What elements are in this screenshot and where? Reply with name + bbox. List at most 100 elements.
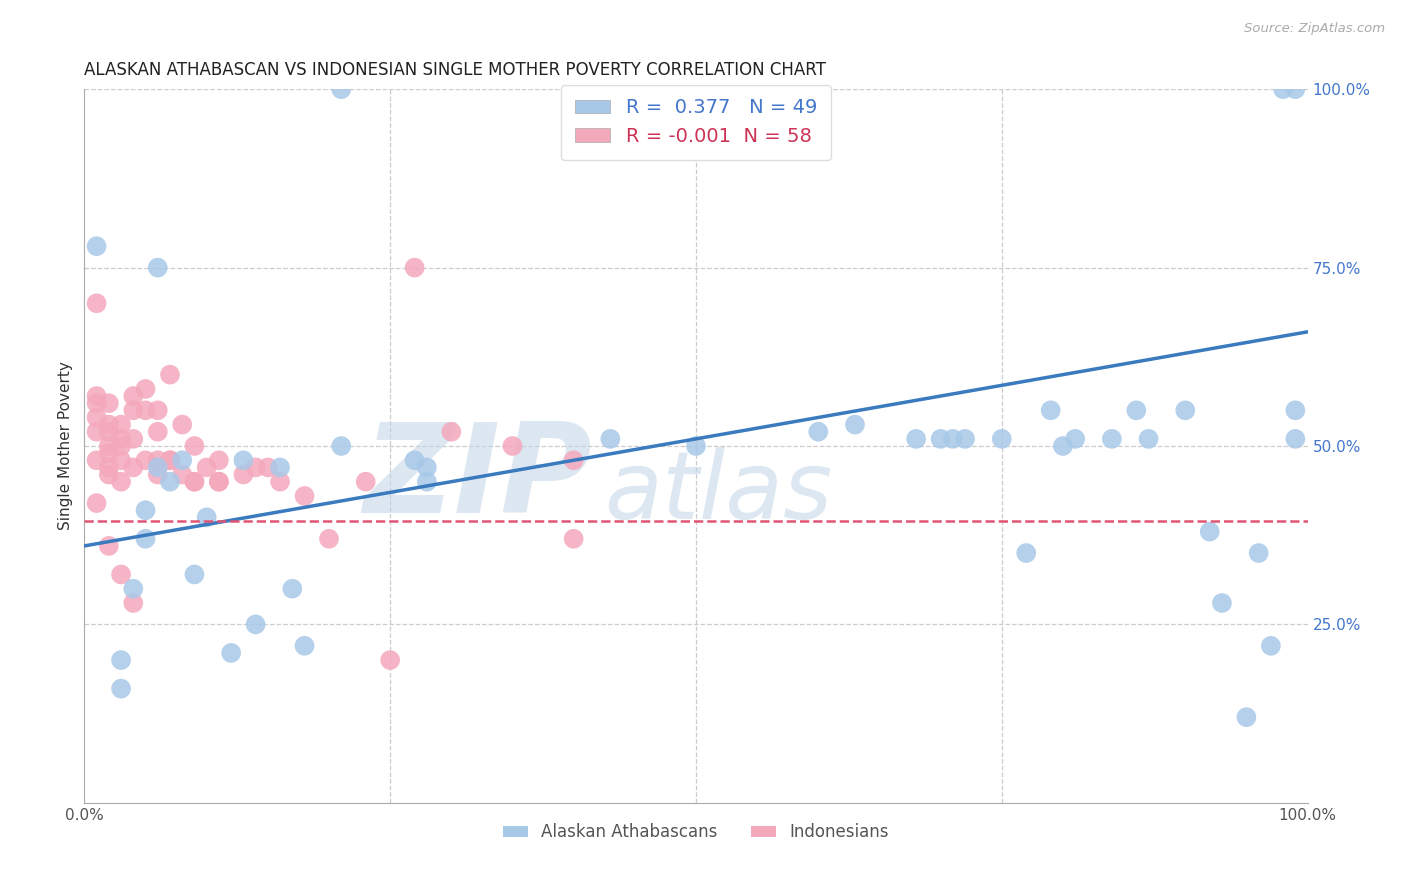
- Point: [110, 681, 132, 696]
- Point: [562, 532, 585, 546]
- Point: [110, 475, 132, 489]
- Point: [122, 403, 145, 417]
- Point: [269, 460, 291, 475]
- Point: [146, 260, 169, 275]
- Point: [195, 510, 218, 524]
- Point: [110, 432, 132, 446]
- Point: [146, 425, 169, 439]
- Point: [294, 639, 316, 653]
- Point: [685, 439, 707, 453]
- Point: [1101, 432, 1123, 446]
- Point: [330, 439, 353, 453]
- Point: [807, 425, 830, 439]
- Text: ALASKAN ATHABASCAN VS INDONESIAN SINGLE MOTHER POVERTY CORRELATION CHART: ALASKAN ATHABASCAN VS INDONESIAN SINGLE …: [84, 62, 827, 79]
- Point: [135, 382, 157, 396]
- Point: [232, 467, 254, 482]
- Text: atlas: atlas: [605, 447, 832, 538]
- Point: [281, 582, 304, 596]
- Point: [159, 368, 181, 382]
- Point: [318, 532, 340, 546]
- Point: [1236, 710, 1258, 724]
- Point: [110, 653, 132, 667]
- Point: [86, 396, 108, 410]
- Point: [146, 467, 169, 482]
- Point: [183, 475, 205, 489]
- Point: [1211, 596, 1233, 610]
- Point: [122, 582, 145, 596]
- Point: [269, 475, 291, 489]
- Point: [110, 439, 132, 453]
- Point: [172, 417, 194, 432]
- Point: [122, 596, 145, 610]
- Point: [354, 475, 377, 489]
- Point: [97, 396, 120, 410]
- Point: [135, 453, 157, 467]
- Point: [135, 503, 157, 517]
- Point: [1284, 432, 1306, 446]
- Point: [1137, 432, 1160, 446]
- Point: [1039, 403, 1062, 417]
- Point: [1260, 639, 1282, 653]
- Point: [208, 475, 231, 489]
- Point: [122, 460, 145, 475]
- Point: [991, 432, 1014, 446]
- Point: [195, 460, 218, 475]
- Point: [416, 475, 439, 489]
- Point: [929, 432, 952, 446]
- Point: [110, 453, 132, 467]
- Point: [219, 646, 242, 660]
- Point: [86, 239, 108, 253]
- Point: [122, 389, 145, 403]
- Point: [97, 425, 120, 439]
- Point: [404, 453, 426, 467]
- Point: [404, 260, 426, 275]
- Point: [86, 389, 108, 403]
- Point: [97, 467, 120, 482]
- Point: [257, 460, 280, 475]
- Point: [86, 496, 108, 510]
- Point: [135, 532, 157, 546]
- Point: [159, 453, 181, 467]
- Point: [1125, 403, 1147, 417]
- Point: [159, 453, 181, 467]
- Point: [330, 82, 353, 96]
- Point: [146, 403, 169, 417]
- Point: [1198, 524, 1220, 539]
- Point: [110, 417, 132, 432]
- Point: [440, 425, 463, 439]
- Point: [844, 417, 866, 432]
- Point: [416, 460, 439, 475]
- Legend: Alaskan Athabascans, Indonesians: Alaskan Athabascans, Indonesians: [496, 817, 896, 848]
- Point: [245, 460, 267, 475]
- Point: [122, 432, 145, 446]
- Point: [905, 432, 928, 446]
- Point: [599, 432, 621, 446]
- Point: [183, 439, 205, 453]
- Point: [86, 296, 108, 310]
- Point: [502, 439, 524, 453]
- Point: [942, 432, 965, 446]
- Point: [183, 567, 205, 582]
- Point: [1284, 82, 1306, 96]
- Point: [97, 417, 120, 432]
- Point: [97, 446, 120, 460]
- Point: [135, 403, 157, 417]
- Point: [562, 453, 585, 467]
- Point: [1015, 546, 1038, 560]
- Point: [159, 475, 181, 489]
- Point: [380, 653, 402, 667]
- Point: [1247, 546, 1270, 560]
- Point: [208, 475, 231, 489]
- Point: [172, 467, 194, 482]
- Text: ZIP: ZIP: [363, 417, 592, 539]
- Point: [1284, 403, 1306, 417]
- Point: [110, 567, 132, 582]
- Point: [172, 453, 194, 467]
- Point: [146, 460, 169, 475]
- Point: [86, 425, 108, 439]
- Point: [97, 460, 120, 475]
- Point: [183, 475, 205, 489]
- Point: [1174, 403, 1197, 417]
- Point: [953, 432, 976, 446]
- Text: Source: ZipAtlas.com: Source: ZipAtlas.com: [1244, 22, 1385, 36]
